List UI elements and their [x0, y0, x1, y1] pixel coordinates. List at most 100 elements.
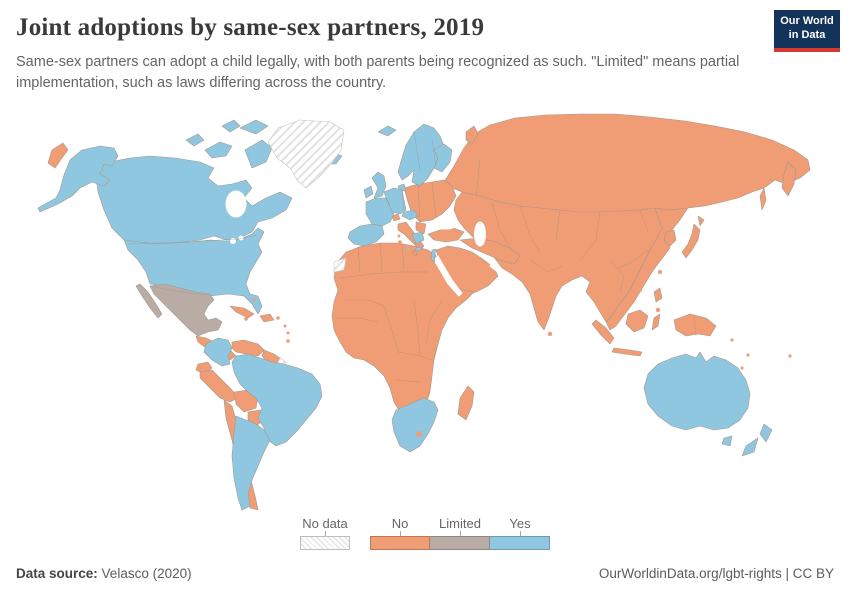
region-crete[interactable]	[414, 246, 423, 252]
region-hokkaido[interactable]	[697, 215, 705, 227]
region-ellesmere-island[interactable]	[239, 119, 269, 135]
region-vanuatu[interactable]	[746, 353, 750, 357]
region-balkans[interactable]	[415, 221, 427, 235]
region-sri-lanka[interactable]	[547, 331, 553, 337]
legend-tick	[459, 531, 461, 536]
region-sardinia[interactable]	[398, 240, 402, 244]
data-source: Data source: Velasco (2020)	[16, 566, 192, 581]
region-finland[interactable]	[433, 143, 453, 173]
region-lesser-antilles-1[interactable]	[283, 324, 287, 328]
legend-tick	[519, 531, 521, 536]
region-japan[interactable]	[681, 223, 701, 259]
region-mexico[interactable]	[149, 283, 223, 337]
region-arctic-island-a[interactable]	[185, 133, 205, 147]
region-victoria-island[interactable]	[204, 141, 233, 159]
region-cuba[interactable]	[229, 305, 255, 319]
region-alaska[interactable]	[37, 145, 119, 213]
region-australia[interactable]	[643, 351, 751, 431]
legend-swatch-no[interactable]	[370, 536, 430, 550]
region-central-south-asia[interactable]	[453, 191, 669, 331]
region-venezuela[interactable]	[231, 339, 265, 357]
region-solomon-islands[interactable]	[730, 338, 734, 342]
region-austria[interactable]	[401, 209, 419, 221]
region-borneo[interactable]	[625, 309, 649, 333]
choropleth-svg	[37, 113, 811, 511]
region-trinidad[interactable]	[286, 339, 290, 343]
region-ireland[interactable]	[363, 185, 374, 199]
region-iran[interactable]	[459, 237, 521, 265]
caspian-sea	[474, 221, 486, 247]
region-taiwan[interactable]	[658, 270, 662, 274]
region-greenland[interactable]	[267, 119, 345, 189]
region-arctic-island-b[interactable]	[221, 119, 241, 133]
region-anatolia[interactable]	[427, 227, 465, 243]
region-jamaica[interactable]	[244, 317, 248, 321]
chart-subtitle: Same-sex partners can adopt a child lega…	[16, 54, 740, 92]
region-united-kingdom[interactable]	[371, 171, 387, 199]
region-new-caledonia[interactable]	[740, 366, 744, 370]
region-sulawesi[interactable]	[651, 313, 661, 331]
region-java[interactable]	[611, 347, 643, 357]
region-corsica[interactable]	[397, 234, 401, 238]
region-philippines-south[interactable]	[655, 307, 661, 313]
legend-label-no: No	[391, 516, 409, 531]
region-germany-benelux[interactable]	[383, 187, 407, 215]
legend-yes: Yes	[490, 516, 550, 550]
legend-label-yes: Yes	[509, 516, 531, 531]
legend-swatch-yes[interactable]	[490, 536, 550, 550]
region-fiji[interactable]	[788, 354, 792, 358]
region-bahamas[interactable]	[252, 298, 256, 302]
region-svalbard[interactable]	[377, 125, 397, 137]
country-borders	[127, 131, 697, 383]
region-south-africa[interactable]	[391, 397, 439, 453]
region-israel[interactable]	[430, 248, 436, 263]
legend-swatch-no-data[interactable]	[300, 536, 350, 550]
page-title: Joint adoptions by same-sex partners, 20…	[16, 14, 485, 41]
hudson-bay	[225, 190, 247, 218]
footer-right: OurWorldinData.org/lgbt-rights | CC BY	[599, 566, 834, 581]
region-peru[interactable]	[199, 369, 239, 403]
region-kamchatka[interactable]	[781, 161, 797, 197]
legend-no-data: No data	[300, 516, 350, 550]
region-new-zealand-north[interactable]	[759, 423, 773, 443]
region-iberia[interactable]	[347, 223, 385, 247]
region-baffin-island[interactable]	[244, 139, 273, 169]
legend-label-no-data: No data	[302, 516, 348, 531]
region-chukotka[interactable]	[47, 142, 69, 169]
region-russia[interactable]	[443, 113, 811, 215]
region-hispaniola[interactable]	[259, 313, 275, 323]
owid-logo[interactable]: Our World in Data	[774, 10, 840, 52]
region-novaya-zemlya[interactable]	[465, 125, 479, 145]
region-france[interactable]	[365, 197, 395, 227]
owid-logo-line1: Our World	[780, 15, 834, 28]
region-western-sahara[interactable]	[333, 257, 347, 273]
legend-tick	[324, 531, 326, 536]
region-greece[interactable]	[411, 231, 425, 245]
data-source-label: Data source:	[16, 566, 98, 581]
footer-separator: |	[781, 566, 793, 581]
region-switzerland[interactable]	[391, 213, 401, 222]
region-korea[interactable]	[663, 229, 677, 247]
region-colombia[interactable]	[203, 337, 233, 367]
region-puerto-rico[interactable]	[276, 316, 280, 320]
legend-tick	[399, 531, 401, 536]
region-tasmania[interactable]	[721, 435, 733, 447]
legend-swatch-limited[interactable]	[430, 536, 490, 550]
chart-footer: Data source: Velasco (2020) OurWorldinDa…	[0, 566, 850, 581]
region-lesser-antilles-2[interactable]	[286, 331, 290, 335]
region-hainan[interactable]	[638, 288, 642, 292]
region-brazil[interactable]	[231, 353, 323, 447]
region-new-zealand-south[interactable]	[741, 437, 759, 457]
region-lesotho[interactable]	[416, 431, 422, 437]
region-sumatra[interactable]	[591, 319, 615, 345]
owid-link[interactable]: OurWorldinData.org/lgbt-rights	[598, 566, 782, 581]
region-sakhalin[interactable]	[759, 187, 767, 211]
region-malta[interactable]	[406, 247, 410, 251]
owid-logo-line2: in Data	[788, 29, 826, 41]
region-madagascar[interactable]	[457, 385, 475, 421]
region-philippines[interactable]	[653, 287, 663, 303]
region-argentina-uruguay[interactable]	[231, 415, 271, 511]
data-source-value: Velasco (2020)	[101, 566, 192, 581]
license-label: CC BY	[792, 566, 834, 581]
region-baja-california[interactable]	[135, 283, 163, 319]
